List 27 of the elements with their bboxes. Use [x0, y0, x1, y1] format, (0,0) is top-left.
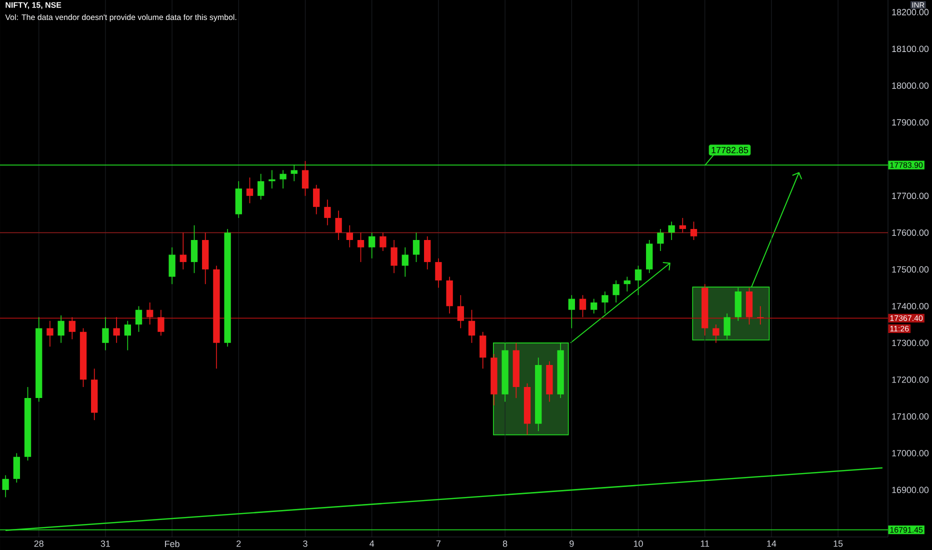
- x-tick-label: 31: [100, 540, 110, 547]
- x-tick-label: 8: [502, 540, 508, 547]
- y-tick-label: 17500.00: [892, 266, 929, 273]
- y-tick-label: 17300.00: [892, 340, 929, 346]
- y-tick-label: 18100.00: [892, 46, 929, 52]
- y-tick-label: 17900.00: [892, 119, 929, 126]
- y-tick-label: 17400.00: [892, 302, 929, 310]
- x-tick-label: 15: [834, 540, 843, 547]
- y-tick-label: 16900.00: [892, 486, 929, 494]
- y-tick-label: 17700.00: [892, 192, 929, 200]
- y-tick-label: 17000.00: [892, 450, 929, 456]
- x-tick-label: 10: [634, 540, 643, 547]
- x-tick-label: 2: [236, 540, 241, 547]
- annotation: 17782.85: [712, 146, 748, 154]
- x-tick-label: 14: [767, 540, 776, 547]
- x-tick-label: 4: [370, 540, 374, 547]
- x-tick-label: 28: [34, 540, 44, 547]
- y-tick-label: 17200.00: [892, 376, 929, 383]
- x-tick-label: 3: [303, 540, 308, 547]
- y-tick-label: 18000.00: [892, 82, 929, 89]
- y-tick-label: 17100.00: [892, 413, 929, 420]
- y-tick-label: 18200.00: [892, 8, 929, 16]
- x-tick-label: 7: [436, 540, 440, 547]
- x-tick-label: 11: [700, 540, 710, 547]
- x-tick-label: Feb: [165, 540, 180, 548]
- x-tick-label: 9: [570, 540, 574, 547]
- y-tick-label: 17600.00: [892, 229, 929, 236]
